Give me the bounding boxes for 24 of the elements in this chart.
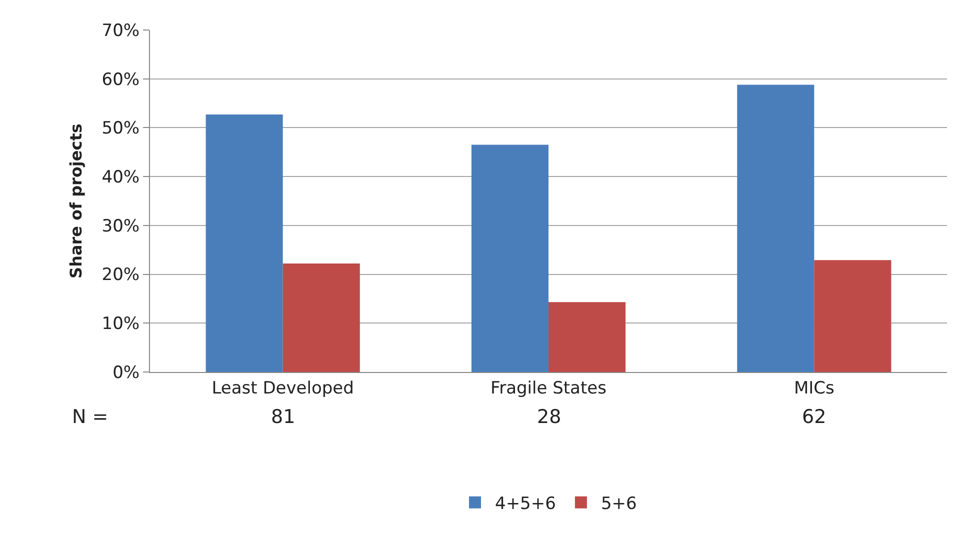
bar bbox=[814, 260, 892, 372]
y-tick-label: 70% bbox=[102, 20, 140, 41]
text: 62 bbox=[802, 406, 826, 428]
legend-label: 4+5+6 bbox=[495, 494, 556, 514]
bar bbox=[548, 302, 626, 372]
bar bbox=[282, 264, 360, 372]
y-tick-label: 10% bbox=[102, 314, 140, 334]
bar bbox=[737, 84, 814, 372]
y-axis-title: Share of projects bbox=[66, 124, 86, 278]
text: 28 bbox=[537, 406, 562, 428]
y-tick-label: 0% bbox=[112, 362, 140, 383]
y-tick-label: 50% bbox=[102, 118, 140, 139]
x-tick-label: Fragile States bbox=[490, 378, 607, 398]
x-tick-label: Least Developed bbox=[212, 378, 354, 398]
text: N = bbox=[72, 406, 108, 428]
y-tick-label: 40% bbox=[102, 168, 140, 188]
y-tick-label: 30% bbox=[102, 216, 140, 236]
y-tick-label: 60% bbox=[102, 70, 140, 90]
y-tick-label: 20% bbox=[102, 265, 140, 286]
text: 81 bbox=[271, 406, 296, 428]
x-tick-label: MICs bbox=[794, 378, 835, 398]
bar bbox=[206, 114, 283, 372]
bar bbox=[471, 144, 548, 372]
legend-label: 5+6 bbox=[600, 494, 637, 514]
